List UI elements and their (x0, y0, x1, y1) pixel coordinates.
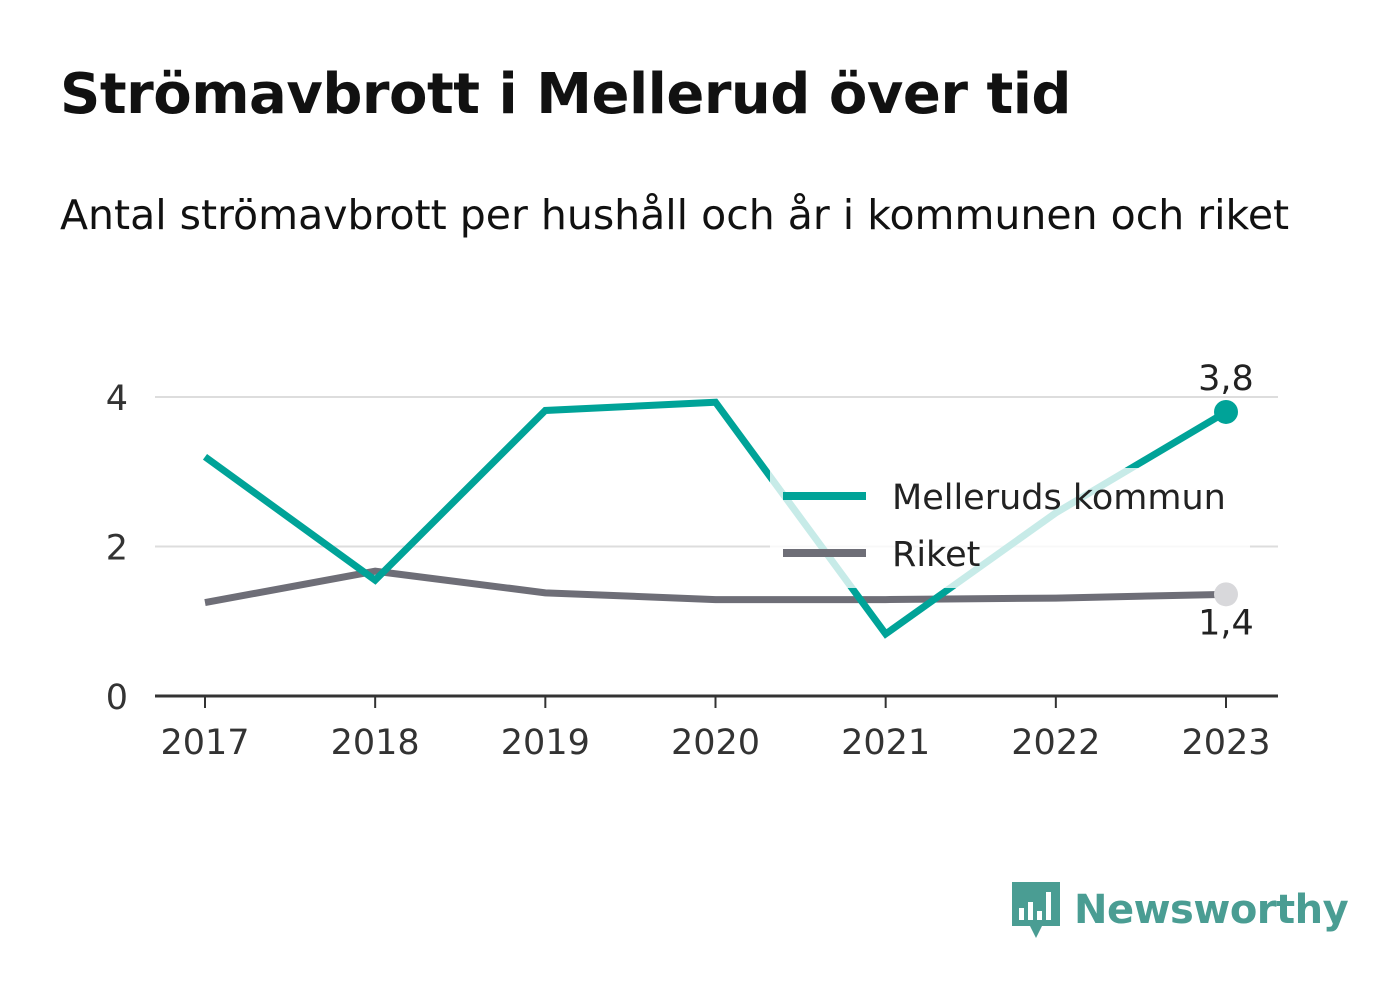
y-tick-label: 2 (106, 529, 128, 569)
chart-title: Strömavbrott i Mellerud över tid (60, 62, 1072, 127)
x-tick-label: 2017 (160, 723, 249, 763)
x-tick-label: 2023 (1181, 723, 1270, 763)
chart-subtitle: Antal strömavbrott per hushåll och år i … (60, 191, 1290, 239)
axes: 0 2 4 2017 2018 2019 2020 2021 2022 2023 (106, 379, 1278, 763)
x-tick-label: 2021 (841, 723, 930, 763)
legend-label: Melleruds kommun (892, 478, 1226, 518)
x-tick-label: 2018 (331, 723, 420, 763)
x-tick-label: 2022 (1011, 723, 1100, 763)
y-tick-label: 0 (106, 678, 128, 718)
data-labels: 3,8 1,4 (1198, 359, 1254, 643)
end-point-marker (1214, 582, 1238, 607)
y-tick-label: 4 (106, 379, 128, 419)
x-tick-label: 2019 (501, 723, 590, 763)
series-line (204, 567, 1227, 607)
legend-background (770, 468, 1250, 588)
end-point-marker (1214, 399, 1238, 424)
brand-name: Newsworthy (1074, 887, 1349, 933)
end-value-label: 1,4 (1198, 603, 1254, 643)
end-value-label: 3,8 (1198, 359, 1254, 399)
brand: Newsworthy (1010, 878, 1349, 942)
x-tick-label: 2020 (671, 723, 760, 763)
legend-label: Riket (892, 535, 980, 575)
legend: Melleruds kommun Riket (770, 468, 1250, 588)
newsworthy-logo-icon (1012, 882, 1060, 938)
